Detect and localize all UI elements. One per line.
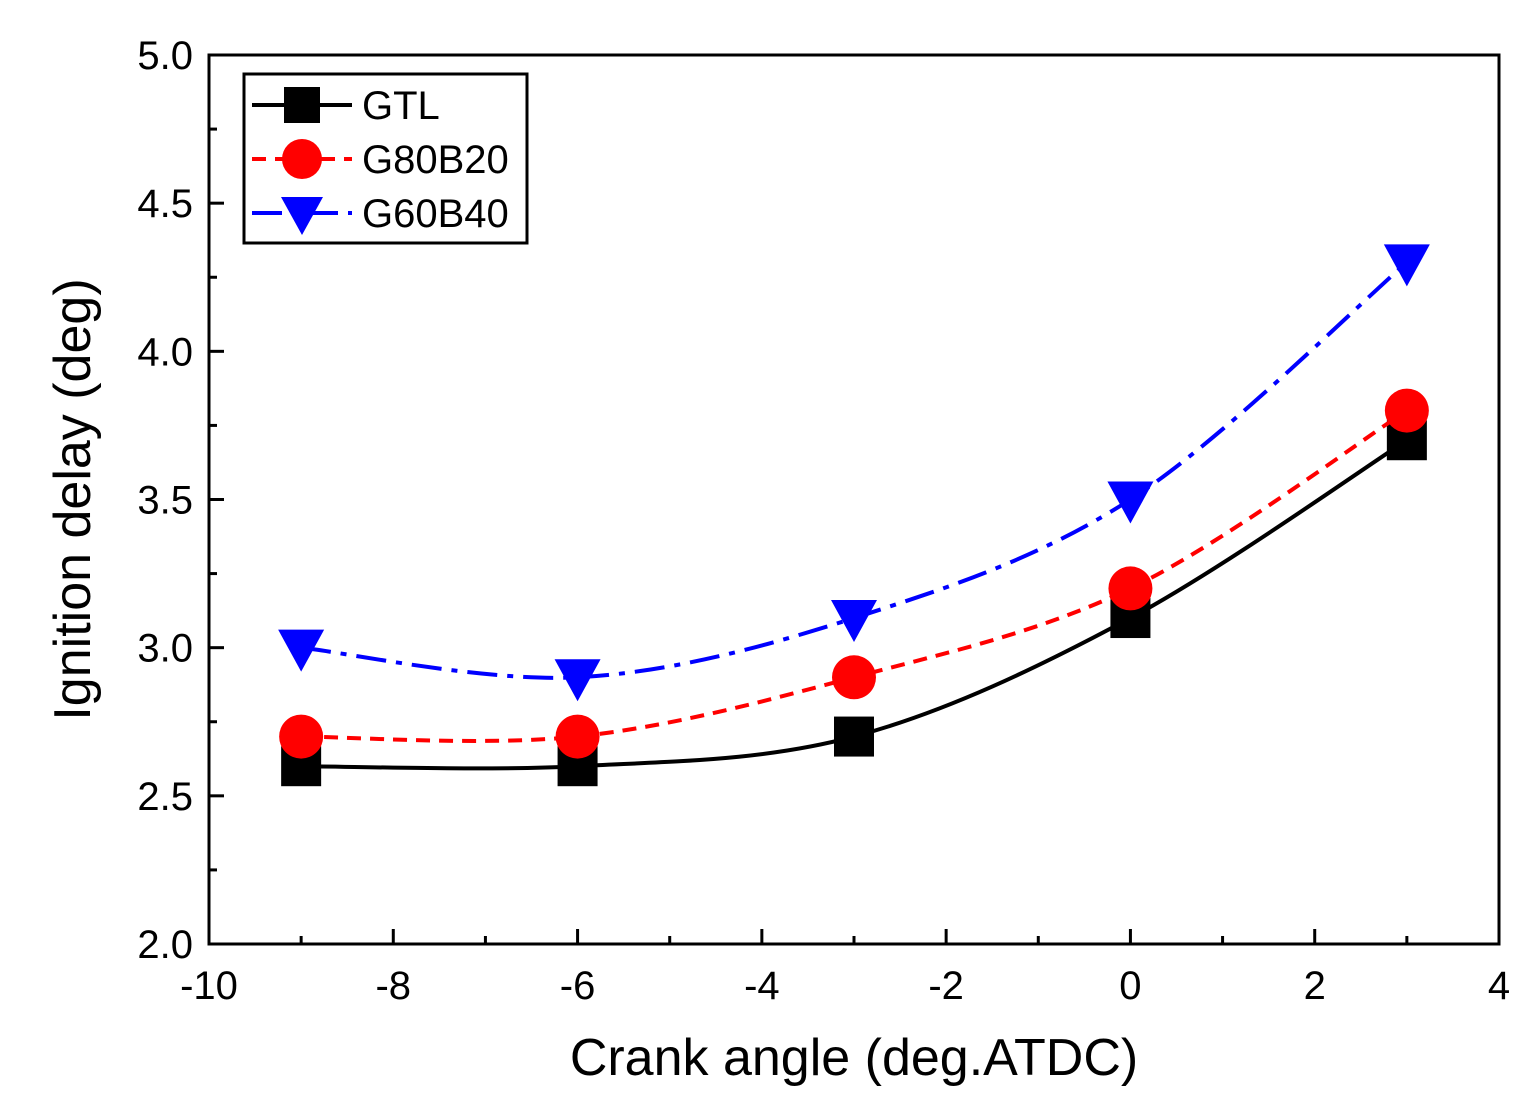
legend-marker	[284, 87, 320, 123]
data-point-G80B20	[555, 714, 600, 759]
x-tick-label: -6	[560, 964, 596, 1008]
x-tick-label: 4	[1488, 964, 1510, 1008]
series-line-G80B20	[301, 408, 1408, 743]
legend-item-G60B40: G60B40	[252, 192, 509, 236]
legend-label: G80B20	[362, 138, 509, 182]
data-point-G80B20	[1108, 566, 1153, 611]
x-tick-label: -4	[744, 964, 780, 1008]
y-tick-label: 4.5	[137, 182, 193, 226]
legend-marker	[282, 139, 322, 179]
data-point-G60B40	[278, 629, 325, 672]
y-axis-title: Ignition delay (deg)	[44, 278, 102, 720]
legend-marker	[281, 197, 323, 235]
legend-item-GTL: GTL	[252, 84, 440, 128]
data-point-G80B20	[279, 714, 324, 759]
y-tick-label: 2.0	[137, 923, 193, 967]
data-point-G80B20	[1384, 388, 1429, 433]
series-G80B20	[279, 388, 1429, 759]
y-tick-label: 3.0	[137, 627, 193, 671]
x-tick-label: 0	[1119, 964, 1141, 1008]
y-tick-label: 5.0	[137, 34, 193, 78]
series-layer	[278, 244, 1430, 787]
x-tick-label: -8	[375, 964, 411, 1008]
legend-item-G80B20: G80B20	[252, 138, 509, 182]
series-G60B40	[278, 244, 1430, 702]
x-tick-label: 2	[1304, 964, 1326, 1008]
axes: -10 -8 -6 -4 -2 0 2 4 2.0 2.5 3.0 3.5 4.0 4.5 5.0	[137, 34, 1510, 1008]
data-point-G60B40	[1107, 481, 1154, 524]
legend: GTL G80B20 G60B40	[242, 72, 529, 245]
data-point-GTL	[834, 716, 874, 757]
legend-label: G60B40	[362, 192, 509, 236]
y-tick-label: 2.5	[137, 775, 193, 819]
x-tick-label: -10	[180, 964, 238, 1008]
data-point-G80B20	[832, 655, 876, 700]
x-axis-title: Crank angle (deg.ATDC)	[570, 1029, 1138, 1087]
legend-label: GTL	[362, 84, 440, 128]
data-point-G60B40	[554, 659, 601, 702]
y-tick-label: 4.0	[137, 330, 193, 374]
data-point-G60B40	[831, 600, 877, 643]
y-tick-label: 3.5	[137, 479, 193, 523]
x-tick-label: -2	[928, 964, 964, 1008]
data-point-G60B40	[1383, 244, 1430, 287]
